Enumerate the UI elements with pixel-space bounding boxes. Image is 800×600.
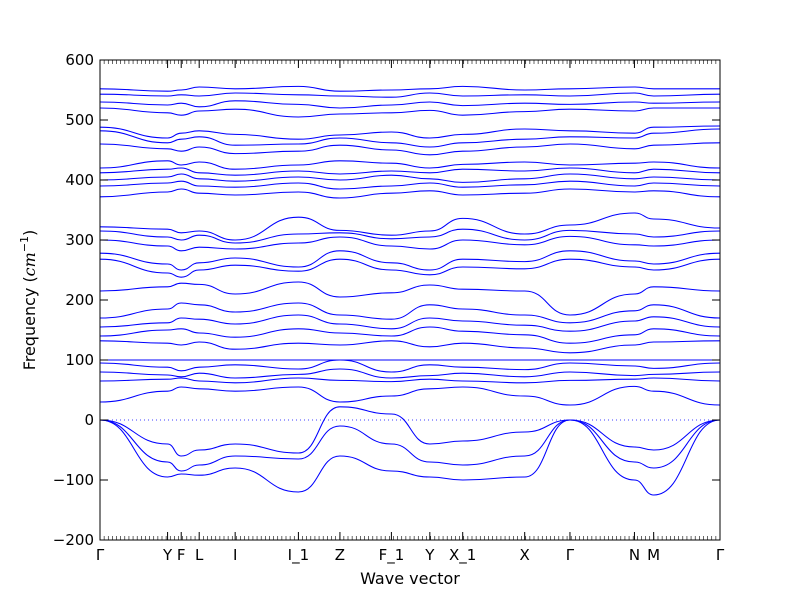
band-line bbox=[99, 235, 721, 252]
x-axis-title: Wave vector bbox=[360, 569, 460, 588]
plot-frame bbox=[99, 59, 721, 541]
band-line bbox=[99, 92, 721, 98]
y-tick-label: −200 bbox=[53, 531, 94, 549]
y-tick-label: −100 bbox=[53, 471, 94, 489]
band-line bbox=[99, 368, 721, 379]
x-tick-label: Y bbox=[162, 546, 173, 564]
band-line bbox=[99, 228, 721, 244]
band-line bbox=[99, 180, 721, 190]
x-tick-label: F bbox=[177, 546, 186, 564]
band-line bbox=[99, 359, 721, 373]
band-line bbox=[99, 128, 721, 148]
x-tick-label: Γ bbox=[96, 546, 105, 564]
x-tick-label: Y bbox=[424, 546, 435, 564]
band-line bbox=[99, 100, 721, 109]
y-axis-title: Frequency (cm−1) bbox=[18, 230, 39, 371]
x-tick-label: M bbox=[647, 546, 660, 564]
band-line bbox=[99, 142, 721, 156]
y-axis-title-open-paren: ( bbox=[20, 276, 39, 287]
band-line bbox=[99, 212, 721, 241]
y-tick-label: 500 bbox=[65, 111, 94, 129]
band-line bbox=[99, 188, 721, 199]
x-tick-label: L bbox=[195, 546, 204, 564]
y-tick-label: 400 bbox=[65, 171, 94, 189]
band-line bbox=[99, 406, 721, 457]
band-line bbox=[99, 250, 721, 271]
band-line bbox=[99, 302, 721, 324]
band-line bbox=[99, 160, 721, 170]
band-lines bbox=[99, 85, 721, 496]
band-line bbox=[99, 377, 721, 384]
band-line bbox=[99, 107, 720, 118]
y-tick-labels: −200 −100 0 100 200 300 400 500 600 bbox=[53, 51, 94, 549]
y-tick-label: 0 bbox=[84, 411, 94, 429]
y-axis-title-main: Frequency bbox=[20, 288, 39, 371]
band-line bbox=[99, 258, 721, 278]
x-tick-label: X bbox=[520, 546, 530, 564]
y-axis-title-unit: cm bbox=[20, 252, 39, 276]
band-line bbox=[99, 314, 721, 332]
band-line bbox=[99, 385, 721, 406]
minor-tick-marks bbox=[99, 60, 721, 540]
band-line bbox=[99, 281, 721, 316]
x-tick-label: I_1 bbox=[288, 546, 309, 565]
x-tick-label: Z bbox=[335, 546, 345, 564]
band-line bbox=[99, 419, 721, 496]
x-tick-label: Γ bbox=[566, 546, 575, 564]
y-tick-label: 600 bbox=[65, 51, 94, 69]
x-tick-label: N bbox=[629, 546, 640, 564]
x-tick-label: X_1 bbox=[449, 546, 476, 565]
band-line bbox=[99, 326, 721, 344]
y-tick-label: 100 bbox=[65, 351, 94, 369]
x-tick-label: F_1 bbox=[379, 546, 405, 565]
y-tick-label: 200 bbox=[65, 291, 94, 309]
band-line bbox=[99, 173, 721, 183]
band-line bbox=[99, 167, 721, 176]
y-tick-label: 300 bbox=[65, 231, 94, 249]
band-line bbox=[99, 419, 721, 472]
band-line bbox=[99, 85, 720, 92]
plot-background bbox=[100, 60, 720, 540]
band-line bbox=[99, 340, 721, 354]
y-axis-title-close-paren: ) bbox=[20, 230, 39, 236]
x-tick-label: I bbox=[233, 546, 237, 564]
x-tick-label: Γ bbox=[716, 546, 725, 564]
band-line bbox=[99, 125, 721, 140]
x-tick-labels: Γ Y F L I I_1 Z F_1 Y X_1 X Γ N M Γ bbox=[96, 546, 725, 565]
y-axis-title-exponent: −1 bbox=[18, 236, 31, 252]
